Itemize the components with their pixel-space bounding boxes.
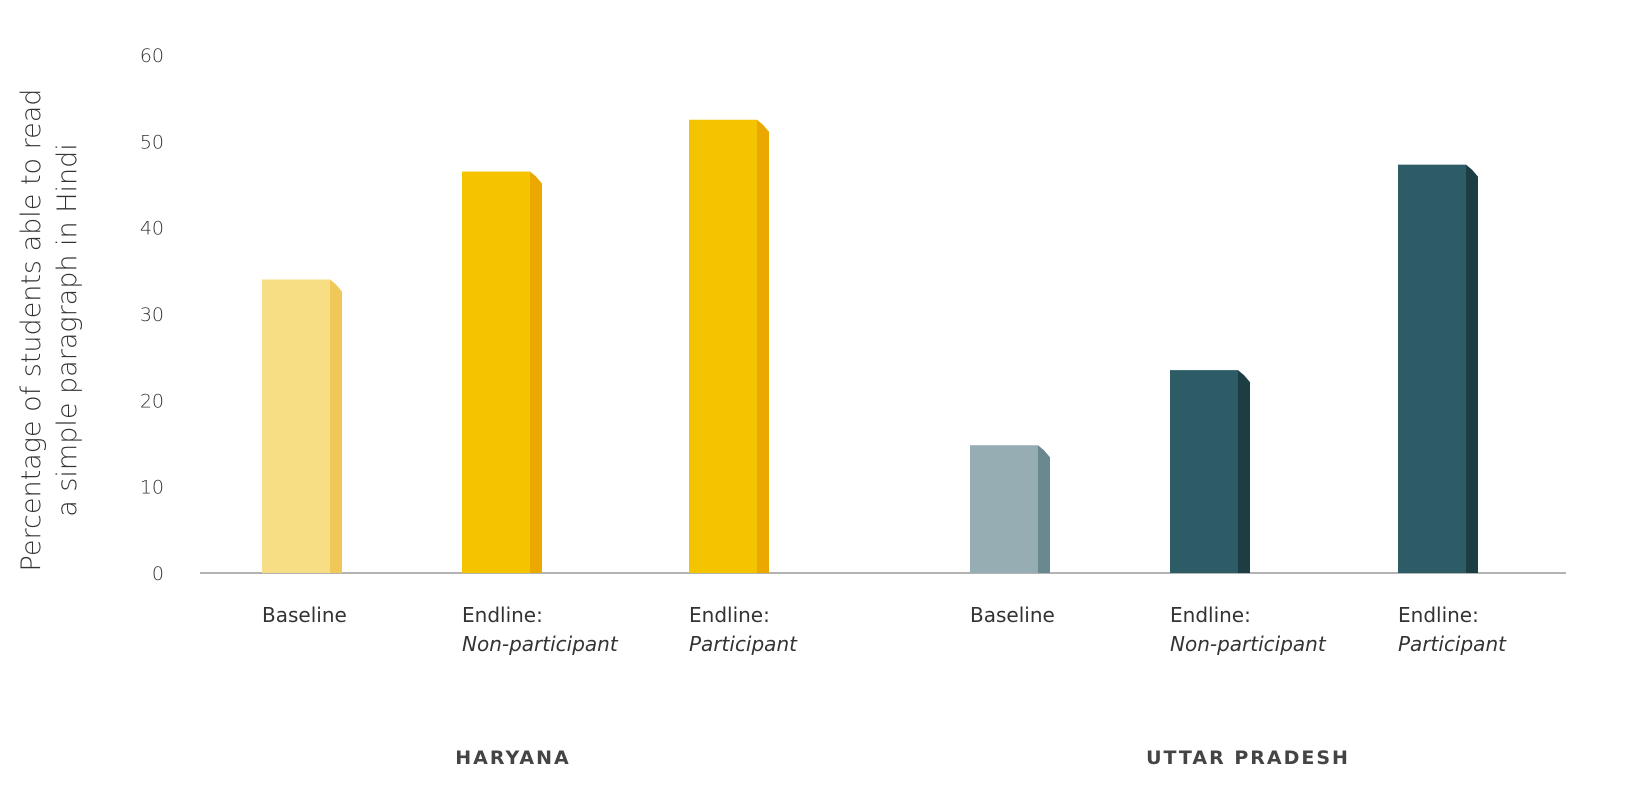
category-label-line-2: Participant [1398,632,1507,656]
category-label-line-1: Endline: [689,603,770,627]
bar-side [1238,370,1250,573]
y-tick-label: 0 [152,563,164,585]
bar-front [970,445,1038,573]
category-label-line-1: Endline: [1170,603,1251,627]
category-label-line-2: Non-participant [462,632,619,656]
bar [970,445,1050,573]
bar-front [262,279,330,573]
bar-side [530,171,542,574]
bar-side [330,279,342,573]
category-label-line-1: Endline: [1398,603,1479,627]
y-tick-label: 40 [140,218,164,240]
y-axis-label-line-2: a simple paragraph in Hindi [52,143,83,517]
y-tick-label: 10 [140,477,164,499]
bar-front [689,119,757,573]
y-axis-ticks: 0 10 20 30 40 50 60 [140,45,164,585]
bar-side [1038,445,1050,573]
y-axis-label-line-1: Percentage of students able to read [16,89,47,572]
bar [262,279,342,573]
category-label-line-2: Non-participant [1170,632,1327,656]
y-tick-label: 30 [140,304,164,326]
y-tick-label: 20 [140,390,164,412]
category-label-line-2: Participant [689,632,798,656]
bar [462,171,542,574]
bar [689,119,769,573]
bar-side [757,119,769,573]
group-label: UTTAR PRADESH [1146,747,1350,769]
category-labels: Baseline Endline: Non-participant Endline: P… [262,603,1507,656]
y-tick-label: 50 [140,131,164,153]
y-axis-label: Percentage of students able to read a si… [16,89,83,572]
category-label-line-1: Endline: [462,603,543,627]
bar [1398,164,1478,574]
category-label-line-1: Baseline [970,603,1055,627]
bar-side [1466,164,1478,574]
bar-front [462,171,530,574]
bar [1170,370,1250,573]
category-label-line-1: Baseline [262,603,347,627]
bar-front [1398,164,1466,574]
bars [262,119,1478,574]
bar-front [1170,370,1238,573]
group-label: HARYANA [455,747,570,769]
y-tick-label: 60 [140,45,164,67]
group-labels: HARYANA UTTAR PRADESH [455,747,1350,769]
